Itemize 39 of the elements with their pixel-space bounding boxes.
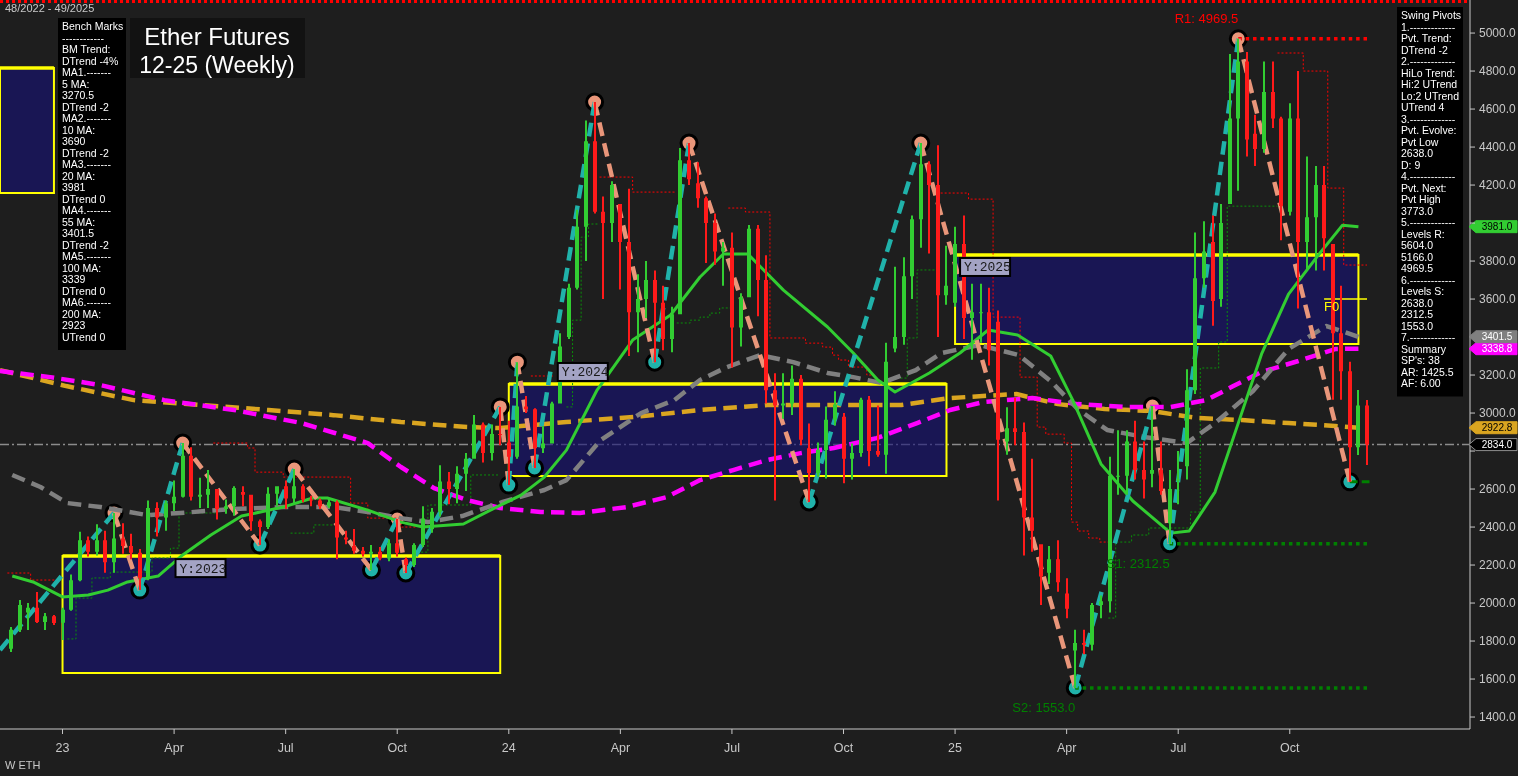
y-tick-label: 3000.0	[1479, 406, 1517, 421]
x-tick-label: Apr	[164, 741, 184, 755]
y-tick-label: 3800.0	[1479, 254, 1517, 269]
annotation: R1: 4969.5	[1174, 10, 1239, 26]
x-tick-label: 24	[501, 741, 516, 755]
x-tick-label: 25	[948, 741, 963, 755]
y-tick-label: 2400.0	[1479, 520, 1517, 535]
y-tick-label: 2600.0	[1479, 482, 1517, 497]
y-tick-label: 1800.0	[1479, 634, 1517, 649]
annotation: 48/2022 - 49/2025	[5, 2, 95, 14]
annotation: S2: 1553.0	[1012, 699, 1076, 715]
y-tick-label: 2000.0	[1479, 596, 1517, 611]
y-tick-label: 3401.5	[1481, 331, 1513, 343]
x-tick-label: 23	[55, 741, 70, 755]
y-tick-label: 4400.0	[1479, 140, 1517, 155]
y-tick-label: 5000.0	[1479, 26, 1517, 41]
y-tick-label: 2922.8	[1481, 422, 1513, 434]
y-tick-label: 3338.8	[1481, 343, 1513, 355]
x-tick-label: Jul	[277, 741, 294, 755]
y-tick-label: 3981.0	[1481, 221, 1513, 233]
y-tick-label: 1400.0	[1479, 710, 1517, 725]
text: W ETH	[5, 759, 41, 771]
text: Ether Futures	[144, 23, 290, 50]
x-tick-label: Jul	[1170, 741, 1187, 755]
x-tick-label: Jul	[723, 741, 740, 755]
x-tick-label: Apr	[1056, 741, 1077, 755]
y-tick-label: 2200.0	[1479, 558, 1517, 573]
text: 12-25 (Weekly)	[139, 52, 295, 78]
y-tick-label: 4600.0	[1479, 102, 1517, 117]
x-tick-label: Apr	[610, 741, 631, 755]
x-tick-label: Oct	[387, 741, 408, 755]
ref-line-label: 2834.0	[1481, 439, 1513, 451]
y-tick-label: 3600.0	[1479, 292, 1517, 307]
x-tick-label: Oct	[833, 741, 854, 755]
x-tick-label: Oct	[1280, 741, 1301, 755]
y-tick-label: 3200.0	[1479, 368, 1517, 383]
y-tick-label: 4200.0	[1479, 178, 1517, 193]
y-tick-label: 1600.0	[1479, 672, 1517, 687]
y-tick-label: 4800.0	[1479, 64, 1517, 79]
